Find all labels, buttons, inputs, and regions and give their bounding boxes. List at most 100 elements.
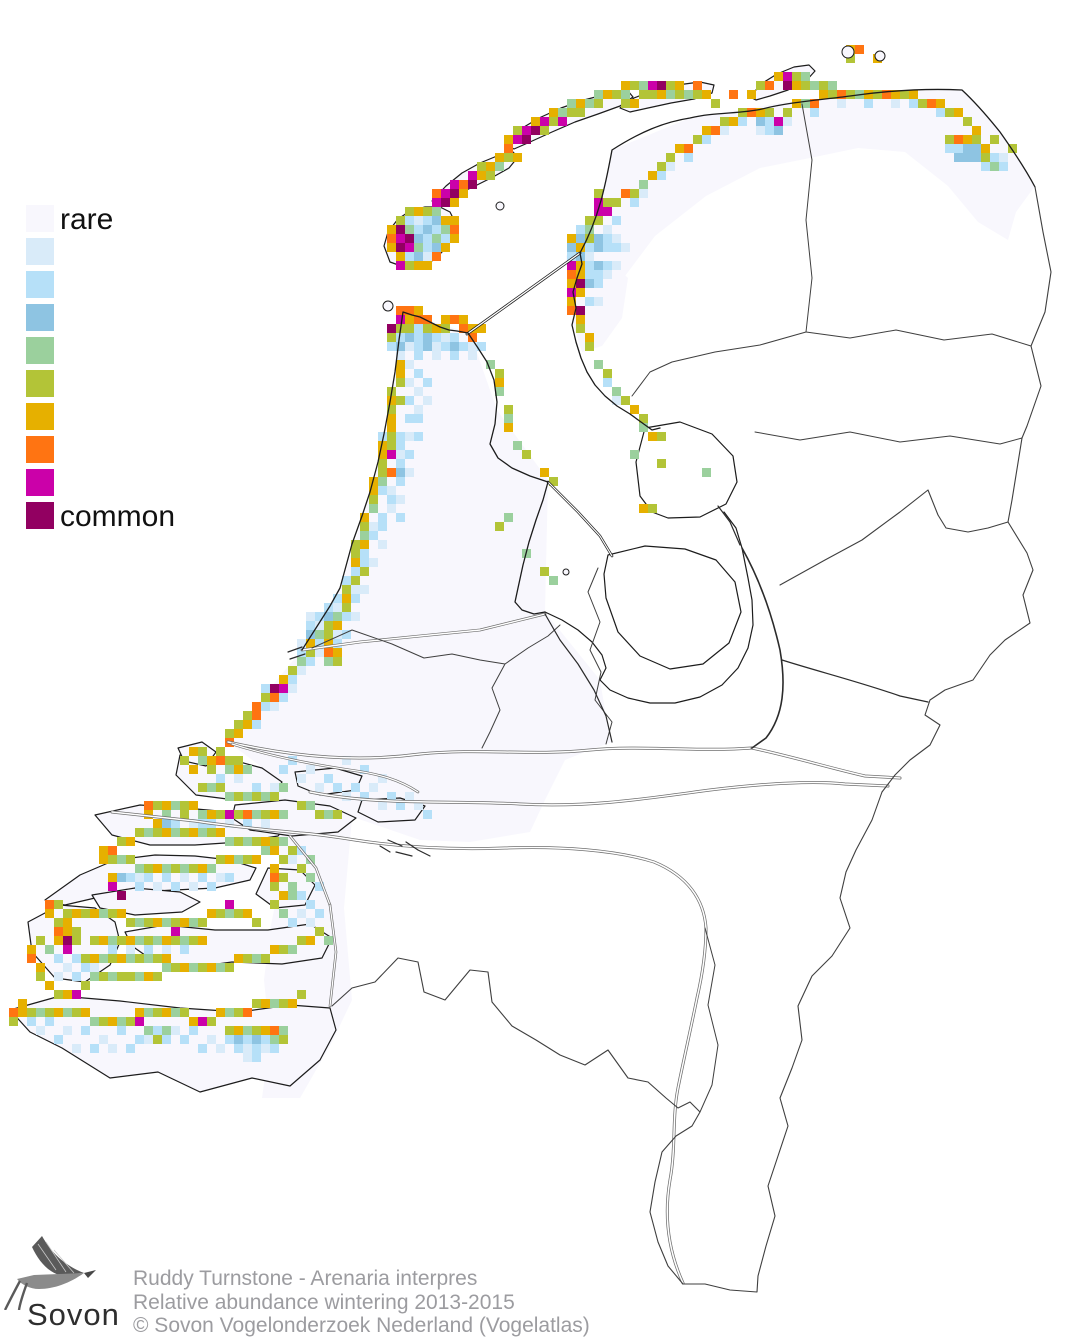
abundance-cell xyxy=(432,252,441,261)
abundance-cell xyxy=(693,90,702,99)
abundance-cell xyxy=(225,756,234,765)
abundance-cell xyxy=(63,927,72,936)
abundance-cell xyxy=(252,783,261,792)
abundance-cell xyxy=(252,954,261,963)
abundance-cell xyxy=(333,648,342,657)
abundance-cell xyxy=(387,423,396,432)
abundance-cell xyxy=(225,810,234,819)
abundance-cell xyxy=(135,864,144,873)
abundance-cell xyxy=(576,108,585,117)
swallow-head xyxy=(84,1270,96,1278)
abundance-cell xyxy=(90,972,99,981)
abundance-cell xyxy=(117,1026,126,1035)
abundance-cell xyxy=(207,783,216,792)
abundance-cell xyxy=(567,297,576,306)
abundance-cell xyxy=(342,585,351,594)
abundance-cell xyxy=(414,261,423,270)
abundance-cell xyxy=(378,486,387,495)
abundance-cell xyxy=(162,810,171,819)
abundance-cell xyxy=(900,90,909,99)
abundance-cell xyxy=(414,351,423,360)
abundance-cell xyxy=(270,693,279,702)
abundance-cell xyxy=(774,117,783,126)
abundance-cell xyxy=(585,279,594,288)
abundance-cell xyxy=(441,225,450,234)
abundance-cell xyxy=(36,1026,45,1035)
abundance-cell xyxy=(405,378,414,387)
abundance-cell xyxy=(378,477,387,486)
abundance-cell xyxy=(270,1044,279,1053)
river-lek xyxy=(227,741,753,759)
abundance-cell xyxy=(324,648,333,657)
abundance-cell xyxy=(63,990,72,999)
abundance-cell xyxy=(189,765,198,774)
abundance-cell xyxy=(342,603,351,612)
noordzeekanaal xyxy=(301,613,546,651)
abundance-cell xyxy=(495,522,504,531)
abundance-cell xyxy=(315,783,324,792)
abundance-cell xyxy=(405,216,414,225)
abundance-cell xyxy=(630,405,639,414)
abundance-cell xyxy=(603,369,612,378)
abundance-cell xyxy=(252,1044,261,1053)
abundance-cell xyxy=(27,1017,36,1026)
abundance-cell xyxy=(531,126,540,135)
abundance-cell xyxy=(225,819,234,828)
abundance-cell xyxy=(369,504,378,513)
abundance-cell xyxy=(810,108,819,117)
abundance-cell xyxy=(306,630,315,639)
abundance-cell xyxy=(261,1026,270,1035)
abundance-cell xyxy=(324,630,333,639)
abundance-cell xyxy=(486,360,495,369)
abundance-cell xyxy=(153,1026,162,1035)
abundance-cell xyxy=(279,999,288,1008)
abundance-cell xyxy=(387,468,396,477)
abundance-cell xyxy=(513,135,522,144)
abundance-cell xyxy=(576,324,585,333)
abundance-cell xyxy=(387,414,396,423)
abundance-cell xyxy=(207,864,216,873)
abundance-cell xyxy=(630,189,639,198)
abundance-cell xyxy=(252,1026,261,1035)
abundance-cell xyxy=(180,1008,189,1017)
abundance-cell xyxy=(279,810,288,819)
abundance-cell xyxy=(135,918,144,927)
abundance-cell xyxy=(594,198,603,207)
abundance-cell xyxy=(216,774,225,783)
abundance-cell xyxy=(531,117,540,126)
legend-swatch-0 xyxy=(26,205,54,232)
abundance-cell xyxy=(144,801,153,810)
abundance-cell xyxy=(918,99,927,108)
abundance-cell xyxy=(783,108,792,117)
abundance-cell xyxy=(180,873,189,882)
abundance-cell xyxy=(117,891,126,900)
abundance-cell xyxy=(423,378,432,387)
islets-layer xyxy=(382,45,886,576)
abundance-cell xyxy=(135,1035,144,1044)
abundance-cell xyxy=(297,774,306,783)
abundance-cell xyxy=(396,360,405,369)
abundance-cell xyxy=(495,162,504,171)
abundance-cell xyxy=(270,810,279,819)
abundance-cell xyxy=(180,918,189,927)
abundance-cell xyxy=(171,819,180,828)
abundance-cell xyxy=(27,954,36,963)
abundance-cell xyxy=(342,756,351,765)
abundance-cell xyxy=(252,918,261,927)
abundance-cell xyxy=(405,342,414,351)
abundance-cell xyxy=(837,90,846,99)
abundance-cell xyxy=(162,945,171,954)
abundance-cell xyxy=(657,90,666,99)
abundance-cell xyxy=(324,639,333,648)
waterways-layer xyxy=(110,251,902,1285)
abundance-cell xyxy=(783,72,792,81)
abundance-cell xyxy=(684,153,693,162)
abundance-cell xyxy=(630,81,639,90)
border-belgium xyxy=(331,957,701,1285)
abundance-cell xyxy=(108,846,117,855)
abundance-cell xyxy=(234,765,243,774)
abundance-cell xyxy=(306,639,315,648)
abundance-cell xyxy=(90,909,99,918)
abundance-cell xyxy=(396,801,405,810)
abundance-cell xyxy=(612,387,621,396)
